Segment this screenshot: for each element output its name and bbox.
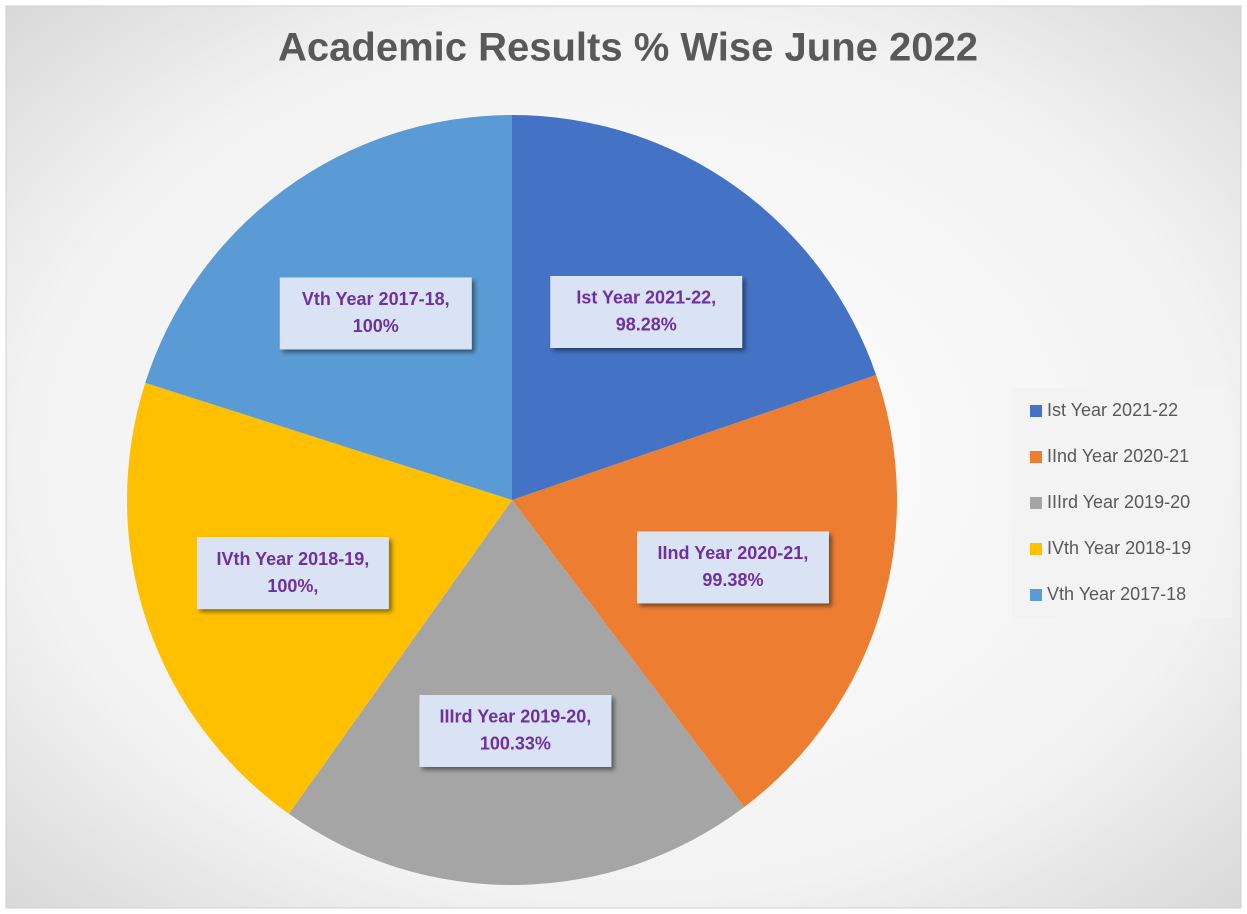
data-label: IIIrd Year 2019-20, [440,707,592,727]
legend-swatch [1030,497,1042,509]
legend-box [1012,388,1232,618]
data-label-value: 99.38% [702,570,763,590]
legend-label: Vth Year 2017-18 [1047,584,1186,604]
legend-swatch [1030,543,1042,555]
data-label-box [419,694,612,767]
legend-label: IVth Year 2018-19 [1047,538,1191,558]
data-label-value: 98.28% [616,315,677,335]
legend-swatch [1030,405,1042,417]
data-label: Vth Year 2017-18, [302,289,450,309]
legend-swatch [1030,451,1042,463]
data-label-box [550,275,743,348]
data-label-box [279,277,472,350]
data-label-box [636,531,829,604]
data-label-value: 100.33% [480,734,551,754]
legend-label: Ist Year 2021-22 [1047,400,1178,420]
data-label-value: 100%, [267,576,318,596]
data-label-box [196,537,389,610]
legend-label: IIIrd Year 2019-20 [1047,492,1190,512]
data-label: IVth Year 2018-19, [216,549,369,569]
chart-title: Academic Results % Wise June 2022 [278,26,978,70]
pie-slice [288,500,745,886]
data-label: IInd Year 2020-21, [658,543,809,563]
legend-swatch [1030,589,1042,601]
data-label: Ist Year 2021-22, [576,288,716,308]
legend-label: IInd Year 2020-21 [1047,446,1189,466]
data-label-value: 100% [353,316,399,336]
